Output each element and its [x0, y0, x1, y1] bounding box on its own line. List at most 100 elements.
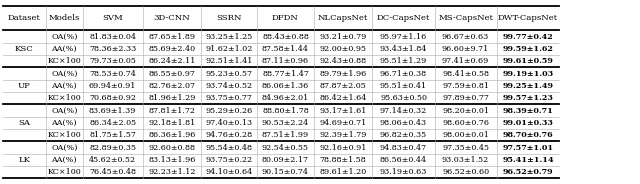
Text: 45.62±0.52: 45.62±0.52 — [89, 156, 136, 164]
Text: 99.77±0.42: 99.77±0.42 — [502, 33, 554, 40]
Text: OA(%): OA(%) — [51, 107, 77, 115]
Text: KC×100: KC×100 — [47, 94, 81, 102]
Text: 96.82±0.35: 96.82±0.35 — [380, 131, 427, 139]
Text: 78.53±0.74: 78.53±0.74 — [89, 70, 136, 78]
Text: 97.40±0.13: 97.40±0.13 — [205, 119, 253, 127]
Text: 97.41±0.69: 97.41±0.69 — [442, 57, 489, 65]
Text: 97.59±0.81: 97.59±0.81 — [442, 82, 489, 90]
Text: 89.79±1.96: 89.79±1.96 — [319, 70, 367, 78]
Text: 95.63±0.50: 95.63±0.50 — [380, 94, 427, 102]
Text: 93.25±1.25: 93.25±1.25 — [205, 33, 253, 40]
Text: Models: Models — [49, 14, 80, 22]
Text: 86.56±0.44: 86.56±0.44 — [380, 156, 427, 164]
Text: 98.70±0.76: 98.70±0.76 — [502, 131, 554, 139]
Text: 93.17±1.61: 93.17±1.61 — [319, 107, 367, 115]
Text: 83.69±1.39: 83.69±1.39 — [89, 107, 136, 115]
Text: OA(%): OA(%) — [51, 70, 77, 78]
Text: 99.19±1.03: 99.19±1.03 — [502, 70, 554, 78]
Text: 80.09±2.17: 80.09±2.17 — [262, 156, 309, 164]
Text: 69.94±0.91: 69.94±0.91 — [89, 82, 136, 90]
Text: 92.23±1.12: 92.23±1.12 — [148, 168, 196, 176]
Text: 97.89±0.77: 97.89±0.77 — [442, 94, 489, 102]
Text: 93.03±1.52: 93.03±1.52 — [442, 156, 489, 164]
Text: 78.36±2.33: 78.36±2.33 — [89, 45, 136, 53]
Text: 88.43±0.88: 88.43±0.88 — [262, 33, 309, 40]
Text: AA(%): AA(%) — [51, 45, 77, 53]
Text: 96.67±0.63: 96.67±0.63 — [442, 33, 489, 40]
Text: 92.39±1.79: 92.39±1.79 — [319, 131, 367, 139]
Text: AA(%): AA(%) — [51, 82, 77, 90]
Text: OA(%): OA(%) — [51, 144, 77, 152]
Text: 94.69±0.71: 94.69±0.71 — [319, 119, 367, 127]
Text: 86.24±2.11: 86.24±2.11 — [148, 57, 196, 65]
Text: 93.75±0.77: 93.75±0.77 — [205, 94, 253, 102]
Text: 95.51±0.41: 95.51±0.41 — [380, 82, 427, 90]
Text: 97.14±0.32: 97.14±0.32 — [380, 107, 427, 115]
Text: 95.97±1.16: 95.97±1.16 — [380, 33, 427, 40]
Text: 82.89±0.35: 82.89±0.35 — [89, 144, 136, 152]
Text: 99.01±0.33: 99.01±0.33 — [502, 119, 554, 127]
Text: KSC: KSC — [15, 45, 34, 53]
Text: 92.16±0.91: 92.16±0.91 — [319, 144, 367, 152]
Text: 96.52±0.60: 96.52±0.60 — [442, 168, 489, 176]
Text: 91.62±1.02: 91.62±1.02 — [205, 45, 253, 53]
Text: 88.80±1.78: 88.80±1.78 — [262, 107, 309, 115]
Text: 83.13±1.96: 83.13±1.96 — [148, 156, 196, 164]
Text: 86.06±1.36: 86.06±1.36 — [262, 82, 309, 90]
Text: 87.51±1.99: 87.51±1.99 — [262, 131, 309, 139]
Text: 98.06±0.43: 98.06±0.43 — [380, 119, 427, 127]
Text: 93.21±0.79: 93.21±0.79 — [319, 33, 367, 40]
Text: 85.69±2.40: 85.69±2.40 — [148, 45, 195, 53]
Text: 70.68±0.92: 70.68±0.92 — [89, 94, 136, 102]
Text: 90.53±2.24: 90.53±2.24 — [262, 119, 309, 127]
Text: 86.36±1.96: 86.36±1.96 — [148, 131, 196, 139]
Text: 98.20±0.01: 98.20±0.01 — [442, 107, 489, 115]
Text: 89.61±1.20: 89.61±1.20 — [319, 168, 367, 176]
Text: MS-CapsNet: MS-CapsNet — [438, 14, 493, 22]
Text: 86.34±2.05: 86.34±2.05 — [89, 119, 136, 127]
Text: 99.59±1.62: 99.59±1.62 — [502, 45, 554, 53]
Text: 95.54±0.48: 95.54±0.48 — [205, 144, 253, 152]
Text: 96.52±0.79: 96.52±0.79 — [502, 168, 554, 176]
Text: SVM: SVM — [102, 14, 123, 22]
Text: 90.15±0.74: 90.15±0.74 — [262, 168, 309, 176]
Text: 95.23±0.57: 95.23±0.57 — [205, 70, 253, 78]
Text: DWT-CapsNet: DWT-CapsNet — [498, 14, 558, 22]
Text: AA(%): AA(%) — [51, 156, 77, 164]
Text: 92.18±1.81: 92.18±1.81 — [148, 119, 195, 127]
Text: 93.75±0.22: 93.75±0.22 — [205, 156, 253, 164]
Text: 93.19±0.63: 93.19±0.63 — [380, 168, 428, 176]
Text: 98.39±0.71: 98.39±0.71 — [502, 107, 554, 115]
Text: 92.43±0.88: 92.43±0.88 — [319, 57, 367, 65]
Text: 97.57±1.01: 97.57±1.01 — [502, 144, 554, 152]
Text: DFDN: DFDN — [272, 14, 299, 22]
Text: SA: SA — [19, 119, 30, 127]
Text: 92.60±0.88: 92.60±0.88 — [148, 144, 195, 152]
Text: 76.45±0.48: 76.45±0.48 — [89, 168, 136, 176]
Text: 98.00±0.01: 98.00±0.01 — [442, 131, 489, 139]
Text: 79.73±0.05: 79.73±0.05 — [89, 57, 136, 65]
Text: 98.60±0.76: 98.60±0.76 — [442, 119, 489, 127]
Text: 84.96±2.01: 84.96±2.01 — [262, 94, 309, 102]
Text: 92.51±1.41: 92.51±1.41 — [205, 57, 253, 65]
Text: 97.35±0.45: 97.35±0.45 — [442, 144, 489, 152]
Text: 86.55±0.97: 86.55±0.97 — [148, 70, 195, 78]
Text: 99.57±1.23: 99.57±1.23 — [502, 94, 554, 102]
Text: 95.29±0.26: 95.29±0.26 — [205, 107, 253, 115]
Text: Dataset: Dataset — [8, 14, 41, 22]
Text: 94.83±0.47: 94.83±0.47 — [380, 144, 427, 152]
Text: 87.87±2.05: 87.87±2.05 — [319, 82, 367, 90]
Text: 81.96±1.29: 81.96±1.29 — [148, 94, 196, 102]
Text: OA(%): OA(%) — [51, 33, 77, 40]
Text: 81.75±1.57: 81.75±1.57 — [89, 131, 136, 139]
Text: 95.41±1.14: 95.41±1.14 — [502, 156, 554, 164]
Text: 87.65±1.89: 87.65±1.89 — [148, 33, 195, 40]
Text: 88.77±1.47: 88.77±1.47 — [262, 70, 309, 78]
Text: KC×100: KC×100 — [47, 57, 81, 65]
Text: 86.42±1.64: 86.42±1.64 — [319, 94, 367, 102]
Text: 98.41±0.58: 98.41±0.58 — [442, 70, 489, 78]
Text: 96.60±9.71: 96.60±9.71 — [442, 45, 489, 53]
Text: AA(%): AA(%) — [51, 119, 77, 127]
Text: KC×100: KC×100 — [47, 168, 81, 176]
Text: 87.58±1.44: 87.58±1.44 — [262, 45, 309, 53]
